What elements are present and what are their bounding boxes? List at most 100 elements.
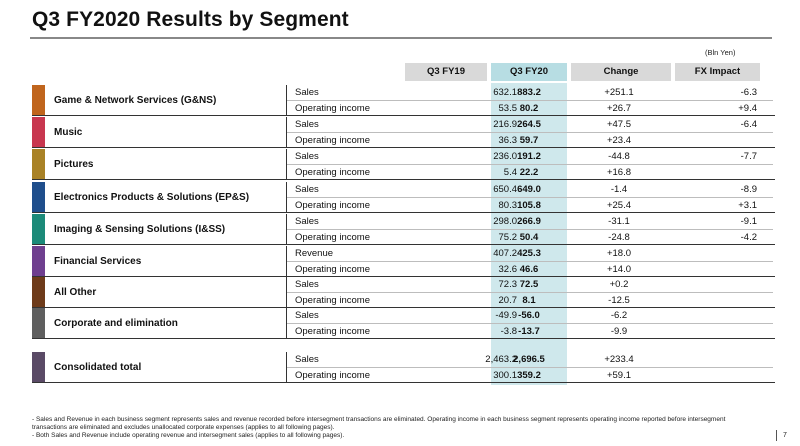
value-fy19: -49.9 [495,310,517,321]
table-row: Operating income 75.2 50.4 -24.8 -4.2 [32,230,775,245]
value-fy19: 2,463.2 [485,354,517,365]
value-fx-impact: -6.3 [740,87,757,98]
table-row: Sales 2,463.2 2,696.5 +233.4 [32,352,775,367]
value-change: -24.8 [608,232,630,243]
value-fy20: -13.7 [518,326,540,337]
value-fy19: 407.2 [493,248,517,259]
value-fy19: 650.4 [493,184,517,195]
value-fy20: 59.7 [519,135,539,146]
value-fy20: 72.5 [519,279,539,290]
value-fy19: 216.9 [493,119,517,130]
value-change: +26.7 [606,103,632,114]
value-fy20: 264.5 [517,119,541,130]
value-fy20: 50.4 [519,232,539,243]
title-divider [30,37,772,39]
value-fy19: 632.1 [493,87,517,98]
segment-divider [32,338,775,339]
row-divider [287,261,773,262]
row-label: Operating income [295,167,370,178]
table-row: Operating income 36.3 59.7 +23.4 [32,133,775,148]
segment-divider [32,382,775,383]
value-fx-impact: -7.7 [740,151,757,162]
footnotes: - Sales and Revenue in each business seg… [32,416,762,440]
segment-color-bar [32,85,45,116]
segment-block: Imaging & Sensing Solutions (I&SS) Sales 2… [32,214,775,245]
value-fy19: 75.2 [498,232,518,243]
segment-name: Electronics Products & Solutions (EP&S) [54,192,250,203]
segment-name: Imaging & Sensing Solutions (I&SS) [54,224,226,235]
table-row: Sales 72.3 72.5 +0.2 [32,277,775,292]
segment-color-bar [32,117,45,148]
segment-divider [32,179,775,180]
segment-block: Corporate and elimination Sales -49.9 -56.0… [32,308,775,339]
segment-name: Music [54,127,83,138]
segment-name: Corporate and elimination [54,318,178,329]
value-change: -12.5 [608,295,630,306]
row-label: Operating income [295,135,370,146]
value-fy20: 2,696.5 [513,354,545,365]
value-fy19: 72.3 [498,279,518,290]
value-fy19: 20.7 [498,295,518,306]
row-label: Operating income [295,370,370,381]
row-label: Operating income [295,200,370,211]
segment-color-bar [32,277,45,308]
value-fy20: 359.2 [517,370,541,381]
row-label: Operating income [295,326,370,337]
segment-divider [32,307,775,308]
row-label: Sales [295,184,319,195]
row-label: Sales [295,151,319,162]
segment-divider [32,212,775,213]
segment-color-bar [32,246,45,277]
value-fy19: 80.3 [498,200,518,211]
unit-label: (Bln Yen) [705,48,736,57]
value-fy20: 80.2 [519,103,539,114]
segment-divider [32,276,775,277]
table-row: Operating income 300.1 359.2 +59.1 [32,368,775,383]
value-fy20: 266.9 [517,216,541,227]
value-fy19: 300.1 [493,370,517,381]
table-row: Sales -49.9 -56.0 -6.2 [32,308,775,323]
value-fy19: -3.8 [500,326,517,337]
value-change: +233.4 [604,354,634,365]
row-divider [287,323,773,324]
row-divider [287,100,773,101]
value-fy19: 53.5 [498,103,518,114]
table-row: Sales 216.9 264.5 +47.5 -6.4 [32,117,775,132]
table-row: Sales 236.0 191.2 -44.8 -7.7 [32,149,775,164]
value-fx-impact: +9.4 [738,103,757,114]
value-fy20: 8.1 [522,295,536,306]
row-label: Sales [295,310,319,321]
value-fy19: 5.4 [503,167,517,178]
value-fx-impact: -4.2 [740,232,757,243]
segment-label-divider [286,214,287,245]
row-divider [287,197,773,198]
table-row: Sales 632.1 883.2 +251.1 -6.3 [32,85,775,100]
segment-label-divider [286,277,287,308]
footnote-1: - Sales and Revenue in each business seg… [32,416,726,431]
value-fy19: 32.6 [498,264,518,275]
row-label: Operating income [295,103,370,114]
segment-divider [32,244,775,245]
column-header-change: Change [571,63,671,81]
table-row: Operating income 20.7 8.1 -12.5 [32,293,775,308]
value-fy20: 649.0 [517,184,541,195]
segment-color-bar [32,214,45,245]
row-label: Sales [295,354,319,365]
row-label: Operating income [295,295,370,306]
segment-color-bar [32,149,45,180]
table-row: Operating income 53.5 80.2 +26.7 +9.4 [32,101,775,116]
value-fy20: -56.0 [518,310,540,321]
value-fy20: 191.2 [517,151,541,162]
value-change: +251.1 [604,87,634,98]
table-row: Operating income 32.6 46.6 +14.0 [32,262,775,277]
segment-label-divider [286,246,287,277]
current-quarter-highlight [491,83,567,385]
table-row: Revenue 407.2 425.3 +18.0 [32,246,775,261]
segment-name: Game & Network Services (G&NS) [54,95,217,106]
segment-block: Game & Network Services (G&NS) Sales 632.1… [32,85,775,116]
value-fy20: 46.6 [519,264,539,275]
segment-label-divider [286,117,287,148]
value-fy19: 36.3 [498,135,518,146]
segment-block: Electronics Products & Solutions (EP&S) S… [32,182,775,213]
value-change: +25.4 [606,200,632,211]
